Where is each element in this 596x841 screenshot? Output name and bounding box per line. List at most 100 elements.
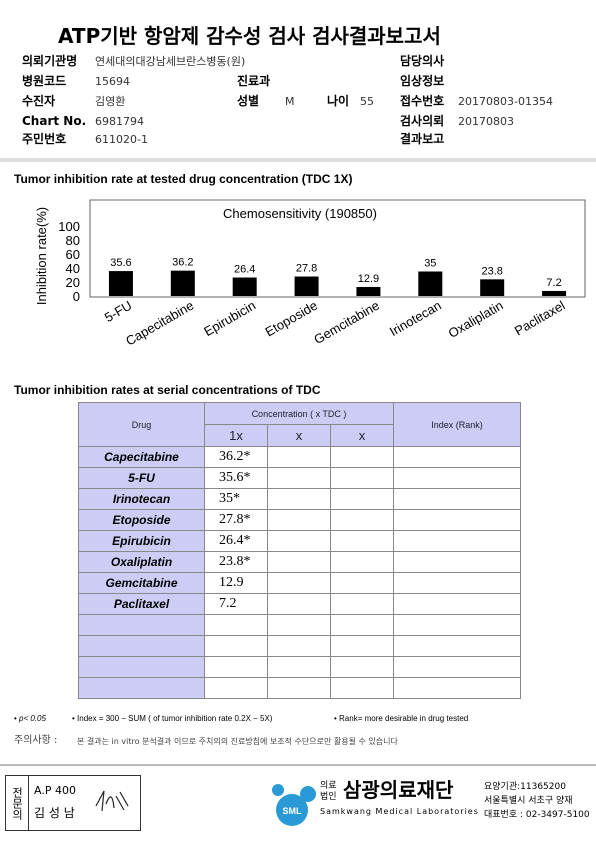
drug-cell: Paclitaxel <box>78 593 205 615</box>
empty-cell <box>330 635 394 657</box>
field-label: 주민번호 <box>22 132 67 146</box>
table-row: Paclitaxel 7.2 <box>78 593 521 615</box>
empty-cell <box>267 530 331 552</box>
empty-row <box>78 614 521 636</box>
field-label: 임상정보 <box>400 74 445 88</box>
y-tick-label: 40 <box>66 261 80 276</box>
bar <box>480 279 505 296</box>
value-label: 35.6 <box>110 257 131 269</box>
section-title: Tumor inhibition rates at serial concent… <box>14 383 321 397</box>
table-row: Gemcitabine 12.9 <box>78 572 521 594</box>
field-label: 접수번호 <box>400 94 445 108</box>
field-value: 20170803 <box>458 115 514 128</box>
signature-box: 전문의 A.P 400 김 성 남 <box>5 775 141 831</box>
signature <box>95 790 129 812</box>
value-cell: 36.2* <box>204 446 268 468</box>
empty-row <box>78 656 521 678</box>
logo: SML <box>272 784 316 826</box>
empty-cell <box>330 467 394 489</box>
field-value: 20170803-01354 <box>458 95 553 108</box>
org-name: 삼광의료재단 <box>343 778 454 802</box>
section-title: Tumor inhibition rate at tested drug con… <box>14 172 353 186</box>
empty-cell <box>393 467 521 489</box>
table-row: Capecitabine 36.2* <box>78 446 521 468</box>
empty-cell <box>78 635 205 657</box>
empty-cell <box>393 593 521 615</box>
bar <box>356 286 381 296</box>
y-tick-label: 0 <box>73 289 80 304</box>
divider <box>0 158 596 162</box>
header-cell: Drug <box>78 402 205 447</box>
chart-title: Chemosensitivity (190850) <box>223 206 377 221</box>
field-label: 수진자 <box>22 94 56 108</box>
empty-cell <box>267 446 331 468</box>
sub-header-cell: x <box>330 424 394 447</box>
footnote: • Rank= more desirable in drug tested <box>334 714 469 723</box>
field-label: 나이 <box>327 94 350 108</box>
x-tick-label: Oxaliplatin <box>446 298 506 341</box>
value-label: 36.2 <box>172 257 193 269</box>
footnote: • Index = 300 − SUM ( of tumor inhibitio… <box>72 714 273 723</box>
empty-cell <box>204 656 268 678</box>
empty-cell <box>78 677 205 699</box>
footnote-text: Index = 300 − SUM ( of tumor inhibition … <box>77 714 273 723</box>
code: A.P 400 <box>34 784 76 797</box>
empty-cell <box>330 488 394 510</box>
empty-cell <box>393 677 521 699</box>
empty-cell <box>267 509 331 531</box>
field-value: 15694 <box>95 75 130 88</box>
x-tick-label: Irinotecan <box>387 298 444 340</box>
logo-text: SML <box>283 806 303 816</box>
drug-cell: Capecitabine <box>78 446 205 468</box>
empty-cell <box>204 635 268 657</box>
value-cell: 35.6* <box>204 467 268 489</box>
empty-row <box>78 635 521 657</box>
header-row: Drug Concentration ( x TDC ) Index (Rank) <box>78 402 521 447</box>
field-label: 의뢰기관명 <box>22 54 78 68</box>
empty-cell <box>267 467 331 489</box>
doctor-name: 김 성 남 <box>34 806 75 820</box>
table-row: Etoposide 27.8* <box>78 509 521 531</box>
value-label: 7.2 <box>546 277 561 289</box>
result-table: Drug Concentration ( x TDC ) Index (Rank) 1… <box>78 402 521 699</box>
empty-cell <box>393 614 521 636</box>
empty-cell <box>267 635 331 657</box>
value-label: 27.8 <box>296 263 317 275</box>
empty-cell <box>267 656 331 678</box>
x-tick-label: 5-FU <box>102 298 135 325</box>
drug-cell: Etoposide <box>78 509 205 531</box>
field-label: 담당의사 <box>400 54 445 68</box>
empty-cell <box>330 656 394 678</box>
org-english: Samkwang Medical Laboratories <box>320 807 479 816</box>
empty-cell <box>78 614 205 636</box>
header-row: 1x x x <box>79 424 521 447</box>
org-info: 대표번호 : 02-3497-5100 <box>484 810 590 820</box>
org-info: 요양기관:11365200 <box>484 782 566 792</box>
field-value: 611020-1 <box>95 133 148 146</box>
empty-cell <box>330 593 394 615</box>
bar <box>294 276 319 296</box>
empty-cell <box>267 614 331 636</box>
y-tick-label: 60 <box>66 247 80 262</box>
value-label: 23.8 <box>481 265 502 277</box>
value-cell: 26.4* <box>204 530 268 552</box>
x-tick-label: Paclitaxel <box>512 298 568 339</box>
drug-cell: Epirubicin <box>78 530 205 552</box>
empty-cell <box>393 572 521 594</box>
chart: Chemosensitivity (190850) Inhibition rat… <box>34 199 586 349</box>
value-label: 26.4 <box>234 264 255 276</box>
value-label: 12.9 <box>358 273 379 285</box>
footnote-text: Rank= more desirable in drug tested <box>339 714 469 723</box>
field-value: 55 <box>360 95 374 108</box>
empty-cell <box>330 509 394 531</box>
empty-cell <box>204 614 268 636</box>
field-label: 진료과 <box>237 74 271 88</box>
caution-label: 주의사항 : <box>14 735 58 746</box>
value-cell: 12.9 <box>204 572 268 594</box>
x-tick-label: Capecitabine <box>123 298 196 349</box>
sub-header-cell: 1x <box>204 424 268 447</box>
empty-row <box>78 677 521 699</box>
report-title: ATP기반 항암제 감수성 검사 검사결과보고서 <box>58 24 441 48</box>
footnote-text: p< 0.05 <box>19 714 46 723</box>
x-tick-label: Epirubicin <box>201 298 258 340</box>
